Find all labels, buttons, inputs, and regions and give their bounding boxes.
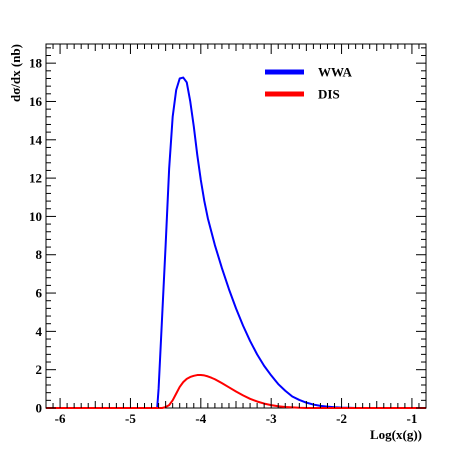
- y-axis-title: dσ/dx (nb): [8, 44, 23, 102]
- y-tick-label: 18: [29, 56, 43, 71]
- x-tick-label: -6: [55, 411, 66, 426]
- x-tick-label: -1: [407, 411, 418, 426]
- y-tick-label: 6: [36, 286, 43, 301]
- x-tick-label: -4: [195, 411, 206, 426]
- series-line-dis: [46, 374, 426, 409]
- y-tick-label: 12: [29, 171, 42, 186]
- legend-label-wwa: WWA: [318, 65, 353, 80]
- plot-frame: [45, 43, 427, 409]
- x-tick-label: -2: [336, 411, 347, 426]
- legend: WWA DIS: [265, 65, 353, 102]
- y-tick-label: 16: [29, 94, 43, 109]
- y-tick-label: 0: [36, 401, 43, 416]
- x-axis-title: Log(x(g)): [370, 427, 422, 442]
- series-layer: [46, 76, 426, 409]
- y-tick-label: 4: [36, 324, 43, 339]
- y-tick-label: 2: [36, 362, 43, 377]
- x-tick-label: -3: [266, 411, 277, 426]
- legend-label-dis: DIS: [318, 87, 340, 102]
- series-line-wwa: [46, 76, 426, 409]
- y-tick-label: 10: [29, 209, 42, 224]
- ticks-layer: -6 -5 -4 -3 -2 -1 0 2 4 6 8 10 12 14 16 18: [29, 44, 427, 426]
- x-tick-label: -5: [125, 411, 136, 426]
- y-tick-label: 8: [36, 247, 43, 262]
- y-tick-label: 14: [29, 132, 43, 147]
